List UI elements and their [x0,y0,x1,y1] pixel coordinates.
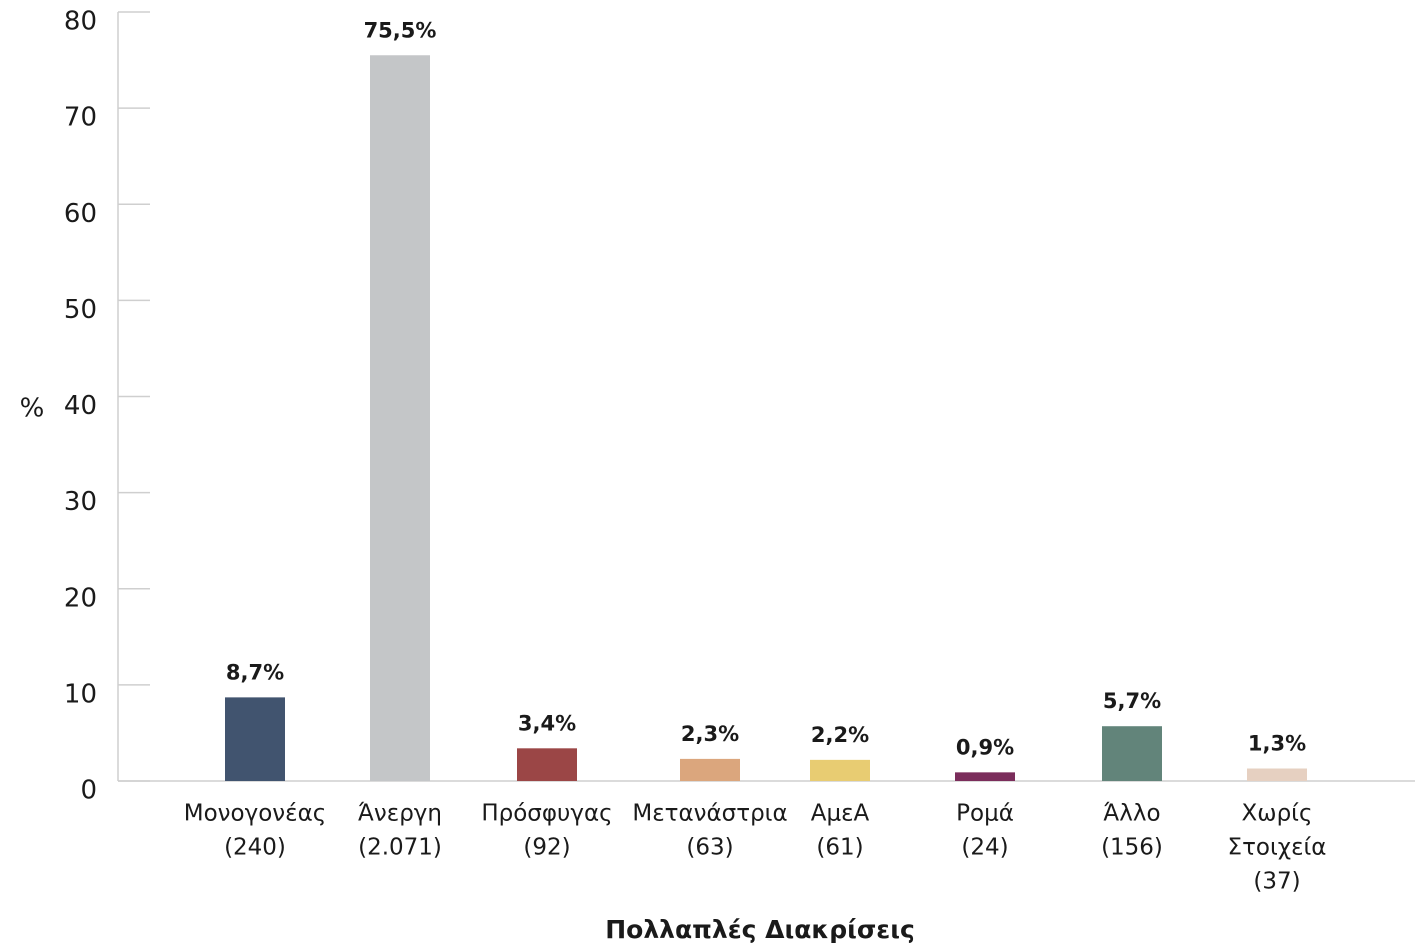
value-label: 3,4% [518,711,576,735]
x-tick-label: Άνεργη [358,801,442,827]
y-tick-label: 10 [64,679,97,709]
y-tick-label: 30 [64,487,97,517]
y-tick-label: 50 [64,295,97,325]
value-label: 75,5% [364,18,437,42]
x-axis-label: Πολλαπλές Διακρίσεις [605,915,915,944]
x-tick-label: Στοιχεία [1228,835,1327,861]
y-tick-label: 20 [64,583,97,613]
bar [517,748,577,781]
y-tick-label: 80 [64,7,97,37]
bar [1247,768,1307,781]
value-label: 2,3% [681,722,739,746]
x-tick-label: Χωρίς [1242,801,1313,827]
value-label: 1,3% [1248,732,1306,756]
bar [370,55,430,782]
x-tick-label: (61) [816,835,863,861]
x-tick-label: (240) [224,835,286,861]
x-tick-label: (156) [1101,835,1163,861]
x-tick-label: (24) [961,835,1008,861]
x-tick-label: (92) [523,835,570,861]
y-axis-label: % [20,394,45,424]
value-label: 0,9% [956,735,1014,759]
bar [955,772,1015,781]
x-tick-label: Ρομά [956,801,1014,827]
x-tick-label: (37) [1253,869,1300,895]
bar [680,758,740,781]
y-tick-label: 40 [64,391,97,421]
bar [225,697,285,781]
bar [810,759,870,781]
x-tick-label: (2.071) [358,835,442,861]
x-tick-label: (63) [686,835,733,861]
x-tick-label: Μετανάστρια [632,801,787,827]
value-label: 2,2% [811,723,869,747]
y-tick-label: 60 [64,199,97,229]
x-tick-label: Πρόσφυγας [481,801,612,827]
value-label: 5,7% [1103,689,1161,713]
bar [1102,726,1162,781]
x-tick-label: Μονογονέας [184,801,326,827]
y-tick-label: 70 [64,103,97,133]
x-tick-label: ΑμεΑ [811,801,870,827]
value-label: 8,7% [226,660,284,684]
y-tick-label: 0 [80,776,97,806]
x-tick-label: Άλλο [1103,801,1160,827]
